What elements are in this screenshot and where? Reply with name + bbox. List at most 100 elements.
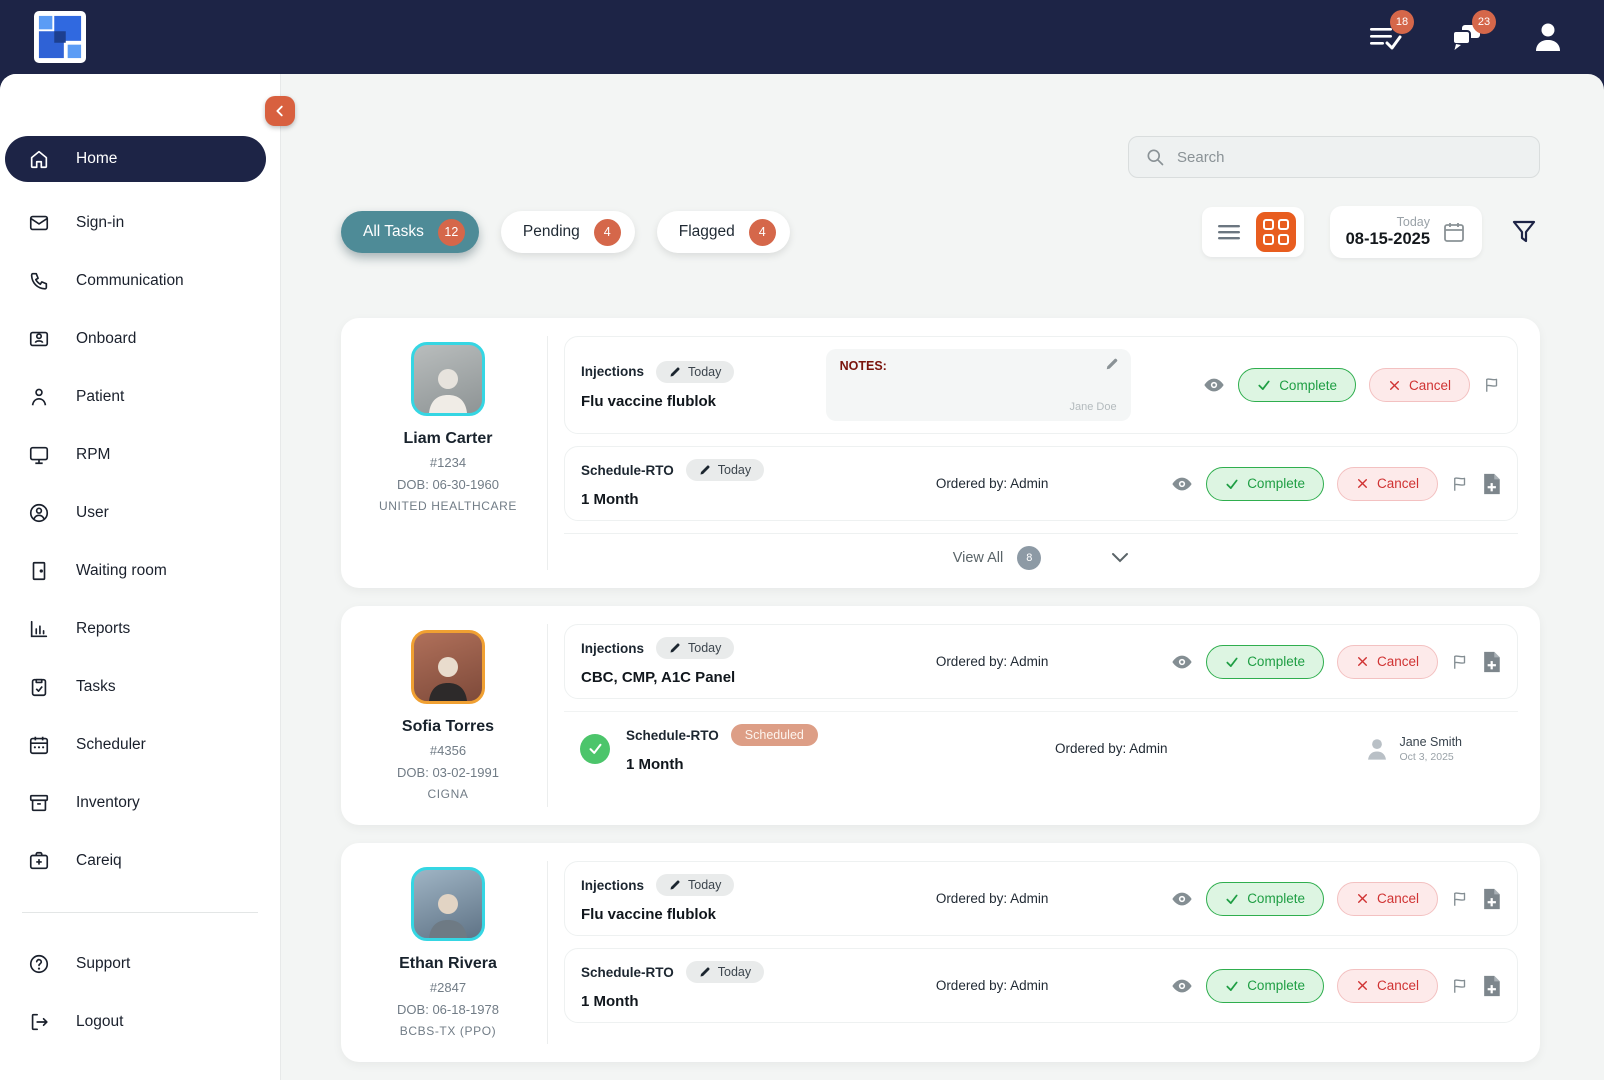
notes-box[interactable]: NOTES: Jane Doe	[825, 349, 1131, 421]
complete-button[interactable]: Complete	[1206, 968, 1324, 1003]
logo-icon	[38, 15, 82, 59]
task-category: Injections	[581, 640, 645, 656]
photo-placeholder	[429, 657, 467, 701]
file-plus-icon[interactable]	[1482, 975, 1501, 997]
x-icon	[1357, 479, 1367, 488]
complete-button[interactable]: Complete	[1238, 368, 1356, 402]
sidebar-item-reports[interactable]: Reports	[0, 600, 280, 658]
calendar-icon	[29, 736, 49, 755]
sidebar-item-scheduler[interactable]: Scheduler	[0, 716, 280, 774]
flag-icon[interactable]	[1451, 889, 1469, 909]
tab-label: Pending	[522, 223, 580, 240]
search-bar[interactable]	[1128, 136, 1540, 178]
inventory-box-icon	[29, 794, 49, 812]
cancel-button[interactable]: Cancel	[1336, 881, 1438, 916]
cancel-button[interactable]: Cancel	[1368, 368, 1470, 402]
task-row-scheduled: Schedule-RTO Scheduled 1 Month Ordered b…	[564, 711, 1518, 785]
sidebar-item-support[interactable]: Support	[0, 935, 280, 993]
calendar-icon	[1444, 223, 1464, 242]
task-date-tag[interactable]: Today	[656, 360, 735, 383]
sidebar-item-communication[interactable]: Communication	[0, 252, 280, 310]
task-category: Schedule-RTO	[581, 462, 674, 478]
flag-icon[interactable]	[1451, 652, 1469, 672]
complete-button[interactable]: Complete	[1206, 466, 1324, 501]
task-count-badge: 18	[1390, 10, 1414, 34]
sidebar-item-sign-in[interactable]: Sign-in	[0, 194, 280, 252]
sidebar-item-home[interactable]: Home	[5, 136, 266, 182]
sidebar-collapse-button[interactable]	[265, 96, 295, 126]
file-plus-icon[interactable]	[1482, 888, 1501, 910]
chevron-down-icon[interactable]	[1111, 552, 1129, 564]
view-all-button[interactable]: View All 8	[564, 533, 1518, 570]
file-plus-icon[interactable]	[1482, 473, 1501, 495]
task-list-button[interactable]: 18	[1368, 10, 1414, 52]
assignee: Jane Smith Oct 3, 2025	[1364, 735, 1462, 763]
tab-label: Flagged	[678, 223, 735, 240]
view-task-icon[interactable]	[1203, 374, 1225, 396]
tab-pending[interactable]: Pending 4	[500, 211, 635, 253]
filter-button[interactable]	[1508, 216, 1540, 248]
pencil-icon	[670, 880, 680, 890]
tab-flagged[interactable]: Flagged 4	[656, 211, 790, 253]
sidebar-item-patient[interactable]: Patient	[0, 368, 280, 426]
messages-button[interactable]: 23	[1450, 10, 1496, 52]
patient-photo[interactable]	[411, 342, 485, 416]
flag-icon[interactable]	[1451, 976, 1469, 996]
task-date-tag[interactable]: Today	[685, 459, 765, 481]
sidebar-item-waiting-room[interactable]: Waiting room	[0, 542, 280, 600]
app-logo[interactable]	[34, 11, 86, 63]
mail-icon	[29, 215, 49, 231]
sidebar-item-logout[interactable]: Logout	[0, 993, 280, 1051]
flag-icon[interactable]	[1483, 375, 1501, 395]
grid-view-button[interactable]	[1255, 212, 1296, 252]
cancel-button[interactable]: Cancel	[1336, 466, 1438, 501]
cancel-button[interactable]: Cancel	[1336, 644, 1438, 679]
person-icon	[1368, 738, 1387, 760]
sidebar-item-label: Communication	[76, 272, 184, 289]
x-icon	[1357, 894, 1367, 903]
view-task-icon[interactable]	[1171, 473, 1193, 495]
task-date-tag[interactable]: Today	[656, 874, 735, 896]
profile-button[interactable]	[1532, 21, 1564, 53]
view-toggle	[1201, 207, 1304, 257]
assignee-name: Jane Smith	[1399, 734, 1462, 749]
cancel-button[interactable]: Cancel	[1336, 968, 1438, 1003]
view-task-icon[interactable]	[1171, 651, 1193, 673]
task-date-tag[interactable]: Today	[656, 637, 735, 659]
ordered-by: Ordered by: Admin	[935, 654, 1049, 669]
pencil-icon	[700, 967, 710, 977]
date-picker[interactable]: Today 08-15-2025	[1329, 206, 1482, 258]
search-input[interactable]	[1177, 148, 1523, 166]
view-task-icon[interactable]	[1171, 888, 1193, 910]
patient-photo[interactable]	[411, 630, 485, 704]
file-plus-icon[interactable]	[1482, 651, 1501, 673]
complete-button[interactable]: Complete	[1206, 644, 1324, 679]
medical-kit-icon	[29, 851, 49, 870]
view-task-icon[interactable]	[1171, 975, 1193, 997]
patient-card: Liam Carter #1234 DOB: 06-30-1960 UNITED…	[341, 318, 1540, 588]
patient-name: Ethan Rivera	[399, 955, 497, 972]
list-view-button[interactable]	[1216, 221, 1242, 243]
patient-photo[interactable]	[411, 867, 485, 941]
tab-all-tasks[interactable]: All Tasks 12	[341, 211, 479, 253]
sidebar-item-careiq[interactable]: Careiq	[0, 832, 280, 890]
patient-id: #2847	[429, 980, 467, 995]
complete-button[interactable]: Complete	[1206, 881, 1324, 916]
task-title: Flu vaccine flublok	[581, 906, 717, 923]
sidebar-item-label: Reports	[76, 620, 131, 637]
logout-icon	[31, 1013, 48, 1031]
sidebar-item-label: Waiting room	[76, 562, 167, 579]
photo-placeholder	[429, 369, 467, 413]
patient-panel: Sofia Torres #4356 DOB: 03-02-1991 CIGNA	[363, 624, 548, 807]
edit-notes-icon[interactable]	[1105, 357, 1119, 371]
task-date-tag[interactable]: Today	[685, 961, 765, 983]
patient-panel: Liam Carter #1234 DOB: 06-30-1960 UNITED…	[363, 336, 548, 570]
sidebar-item-user[interactable]: User	[0, 484, 280, 542]
sidebar-item-tasks[interactable]: Tasks	[0, 658, 280, 716]
sidebar-item-rpm[interactable]: RPM	[0, 426, 280, 484]
flag-icon[interactable]	[1451, 474, 1469, 494]
sidebar-item-onboard[interactable]: Onboard	[0, 310, 280, 368]
ordered-by: Ordered by: Admin	[935, 476, 1049, 491]
sidebar-item-inventory[interactable]: Inventory	[0, 774, 280, 832]
pencil-icon	[670, 366, 680, 376]
